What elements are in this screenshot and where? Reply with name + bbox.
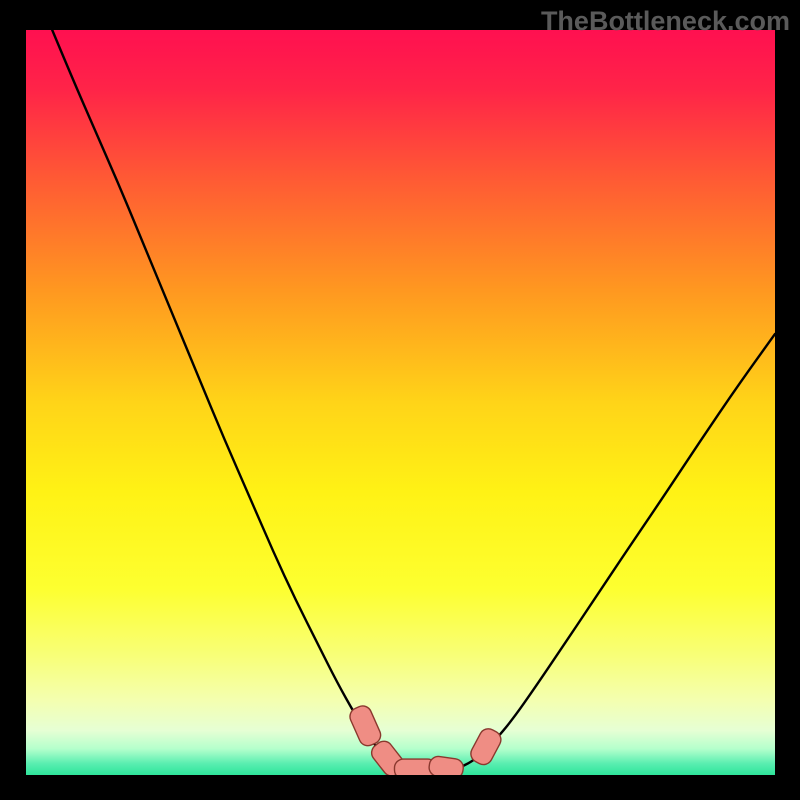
bottleneck-chart — [26, 30, 775, 775]
chart-frame: TheBottleneck.com — [0, 0, 800, 800]
watermark-text: TheBottleneck.com — [541, 6, 790, 37]
gradient-background — [26, 30, 775, 775]
